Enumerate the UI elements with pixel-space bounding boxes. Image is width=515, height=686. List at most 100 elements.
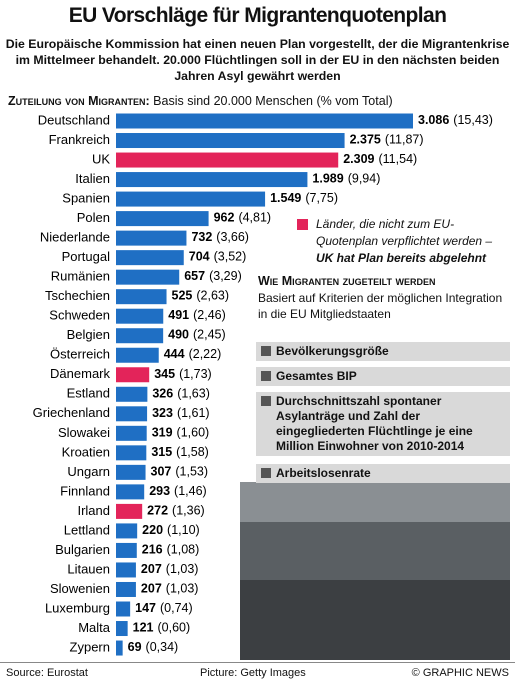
category-label: Finnland: [60, 483, 110, 498]
value-label: 2.375 (11,87): [350, 133, 424, 147]
value: 207: [141, 582, 162, 596]
bar: [116, 445, 147, 461]
value-label: 491 (2,46): [168, 308, 226, 322]
value: 732: [191, 230, 212, 244]
value-label: 207 (1,03): [141, 582, 199, 596]
value-label: 962 (4,81): [214, 211, 272, 225]
share: (1,53): [175, 465, 208, 479]
share: (15,43): [453, 113, 493, 127]
category-label: Bulgarien: [55, 542, 110, 557]
value-label: 319 (1,60): [152, 426, 210, 440]
category-label: Lettland: [64, 522, 110, 537]
share: (1,03): [166, 562, 199, 576]
share: (11,87): [385, 133, 424, 147]
category-label: Malta: [78, 620, 111, 635]
bar: [116, 601, 131, 617]
value-label: 2.309 (11,54): [343, 152, 417, 166]
value: 962: [214, 211, 235, 225]
value: 326: [152, 387, 173, 401]
value: 216: [142, 543, 163, 557]
value: 147: [135, 601, 156, 615]
bar: [116, 230, 187, 246]
value: 490: [168, 328, 189, 342]
category-label: UK: [92, 151, 110, 166]
category-label: Polen: [77, 210, 110, 225]
category-label: Schweden: [49, 308, 110, 323]
value: 491: [168, 308, 189, 322]
value-label: 444 (2,22): [164, 348, 222, 362]
criteria-title: Wie Migranten zugeteilt werden: [258, 274, 436, 288]
share: (9,94): [348, 172, 381, 186]
share: (2,22): [189, 348, 222, 362]
share: (3,52): [214, 250, 247, 264]
bar: [116, 269, 180, 285]
share: (1,36): [172, 504, 205, 518]
value-label: 147 (0,74): [135, 601, 193, 615]
category-label: Belgien: [67, 327, 110, 342]
share: (0,60): [158, 621, 191, 635]
bar: [116, 211, 209, 227]
bar: [116, 464, 146, 480]
credit: © GRAPHIC NEWS: [411, 667, 509, 679]
category-label: Kroatien: [62, 444, 110, 459]
subheading: Zuteilung von Migranten: Basis sind 20.0…: [8, 94, 508, 108]
value-label: 3.086 (15,43): [418, 113, 493, 127]
value-label: 732 (3,66): [191, 230, 249, 244]
value: 525: [172, 289, 193, 303]
share: (4,81): [238, 211, 271, 225]
value: 444: [164, 348, 185, 362]
value-label: 293 (1,46): [149, 484, 207, 498]
category-label: Deutschland: [38, 112, 110, 127]
category-label: Österreich: [50, 347, 110, 362]
value-label: 220 (1,10): [142, 523, 200, 537]
category-label: Irland: [77, 503, 110, 518]
category-label: Slowenien: [50, 581, 110, 596]
share: (0,34): [146, 640, 179, 654]
legend-bold: UK hat Plan bereits abgelehnt: [316, 251, 487, 265]
category-label: Portugal: [62, 249, 111, 264]
photo-sky: [240, 482, 510, 522]
value-label: 272 (1,36): [147, 504, 205, 518]
share: (1,08): [167, 543, 200, 557]
value: 220: [142, 523, 163, 537]
bar: [116, 640, 123, 656]
bar: [116, 621, 128, 637]
category-label: Tschechien: [45, 288, 110, 303]
value: 2.309: [343, 152, 374, 166]
value: 3.086: [418, 113, 449, 127]
bar: [116, 347, 159, 363]
bar: [116, 484, 145, 500]
value-label: 216 (1,08): [142, 543, 200, 557]
picture-credit: Picture: Getty Images: [200, 667, 306, 679]
share: (1,63): [177, 387, 210, 401]
bar: [116, 289, 167, 305]
category-label: Litauen: [67, 561, 110, 576]
category-label: Luxemburg: [45, 600, 110, 615]
criteria-intro: Basiert auf Kriterien der möglichen Inte…: [258, 291, 503, 321]
bar: [116, 523, 138, 539]
share: (1,61): [177, 406, 210, 420]
footer-rule: [0, 662, 515, 663]
bar: [116, 191, 266, 207]
category-label: Niederlande: [40, 230, 110, 245]
value-label: 490 (2,45): [168, 328, 226, 342]
share: (2,63): [196, 289, 229, 303]
bar: [116, 406, 148, 422]
share: (1,73): [179, 367, 212, 381]
category-label: Ungarn: [67, 464, 110, 479]
bar: [116, 172, 308, 188]
share: (2,46): [193, 308, 226, 322]
share: (3,66): [216, 230, 249, 244]
bar: [116, 367, 150, 383]
photo-crowd: [240, 580, 510, 660]
value-label: 307 (1,53): [151, 465, 209, 479]
value-label: 704 (3,52): [189, 250, 247, 264]
category-label: Rumänien: [51, 269, 110, 284]
category-label: Zypern: [70, 639, 110, 654]
bar: [116, 133, 345, 149]
value: 293: [149, 484, 170, 498]
share: (7,75): [305, 191, 338, 205]
share: (1,03): [166, 582, 199, 596]
criteria-item: Arbeitslosenrate: [256, 464, 510, 483]
